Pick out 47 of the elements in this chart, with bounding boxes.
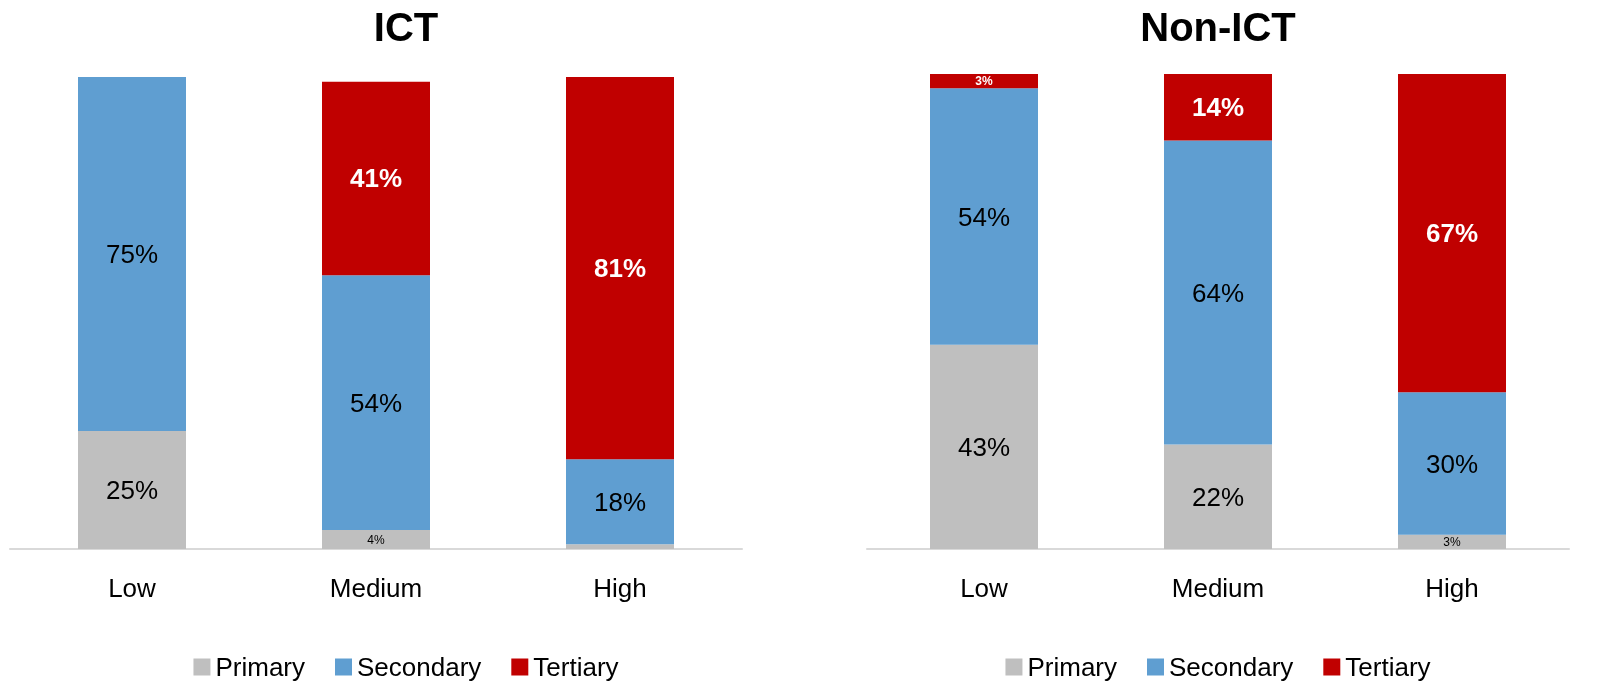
bar — [1164, 444, 1272, 549]
x-tick-label: Medium — [329, 573, 423, 603]
legend-label: Secondary — [1169, 652, 1294, 682]
bar — [322, 81, 430, 276]
bar — [322, 530, 430, 549]
bar — [1398, 534, 1506, 549]
bar — [1398, 74, 1506, 393]
data-label: 54% — [349, 387, 403, 418]
legend-label: Primary — [1027, 652, 1118, 682]
bar — [566, 459, 674, 545]
bar — [78, 431, 186, 549]
chart-title: ICT — [373, 5, 439, 49]
bar — [78, 77, 186, 431]
chart-title: Non-ICT — [1140, 5, 1296, 49]
bar — [322, 275, 430, 531]
data-label: 30% — [1425, 448, 1479, 479]
data-label: 4% — [367, 532, 385, 547]
x-tick-label: Low — [960, 573, 1009, 603]
legend-label: Tertiary — [1345, 652, 1431, 682]
legend-label: Secondary — [357, 652, 482, 682]
data-label: 25% — [105, 475, 159, 505]
data-label: 3% — [1443, 534, 1461, 549]
data-label: 67% — [1425, 218, 1479, 249]
bar — [1164, 140, 1272, 445]
x-tick-label: Low — [108, 573, 157, 603]
legend-label: Tertiary — [533, 652, 619, 682]
bar — [930, 344, 1038, 549]
data-label: 14% — [1191, 92, 1245, 123]
bar — [1398, 392, 1506, 535]
bar — [1164, 74, 1272, 141]
x-tick-label: High — [1425, 573, 1479, 603]
data-label: 54% — [957, 201, 1011, 232]
bar — [930, 74, 1038, 89]
data-label: 22% — [1191, 481, 1245, 512]
data-label: 41% — [349, 163, 403, 194]
data-label: 81% — [593, 253, 647, 284]
x-tick-label: Medium — [1171, 573, 1265, 603]
legend-label: Primary — [215, 652, 306, 682]
data-label: 64% — [1191, 277, 1245, 308]
data-label: 3% — [975, 74, 993, 89]
bar — [930, 88, 1038, 345]
bar — [566, 77, 674, 460]
x-tick-label: High — [593, 573, 647, 603]
data-label: 18% — [593, 486, 647, 517]
bar — [566, 544, 674, 549]
data-label: 75% — [105, 239, 159, 269]
data-label: 43% — [957, 431, 1011, 462]
